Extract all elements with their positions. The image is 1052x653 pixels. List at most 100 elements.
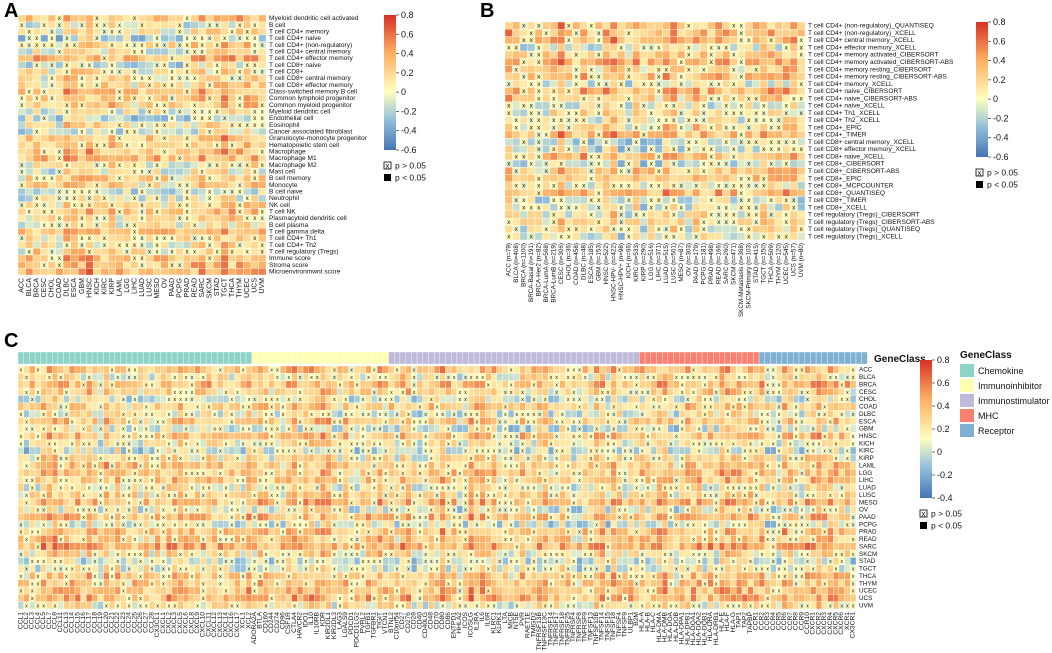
panel-b-cell <box>512 21 521 30</box>
panel-b-cell <box>729 232 738 241</box>
panel-a-ns-mark: x <box>163 83 166 89</box>
panel-a-cell <box>258 261 267 269</box>
panel-a-ns-mark: x <box>156 130 159 136</box>
panel-c-cell <box>701 417 708 426</box>
panel-c-class-band-cell <box>86 351 93 365</box>
panel-c-cell <box>223 417 230 426</box>
panel-c-cell <box>559 387 566 396</box>
panel-c-cell <box>707 373 714 381</box>
panel-b-cell <box>602 36 611 44</box>
panel-a-cell <box>220 194 229 202</box>
panel-a-cell <box>62 114 71 122</box>
panel-a-cell <box>70 94 79 102</box>
panel-a-cell <box>138 61 146 69</box>
panel-a-cell <box>115 181 124 189</box>
panel-a-cell <box>77 254 86 262</box>
panel-c-cell <box>154 395 161 403</box>
panel-a-cell <box>250 81 259 89</box>
panel-a-cell <box>70 221 79 229</box>
panel-c-cell <box>547 365 555 374</box>
panel-a-cell <box>85 81 94 89</box>
panel-b-cell <box>557 72 566 81</box>
panel-a-cell <box>190 241 199 249</box>
panel-b-cell <box>549 188 558 197</box>
panel-a-cell <box>153 28 161 36</box>
panel-b-cell <box>512 159 521 168</box>
panel-a-ns-mark: x <box>50 223 53 229</box>
panel-a-cell <box>145 54 154 62</box>
panel-a-cell <box>153 268 161 276</box>
panel-b-cell <box>752 188 761 197</box>
panel-a-cell <box>17 14 26 22</box>
panel-b-cell <box>782 145 791 153</box>
panel-c-cell <box>770 410 777 418</box>
panel-c-cell <box>753 373 760 381</box>
panel-c-ns-mark: x <box>287 375 290 381</box>
panel-c-ns-mark: x <box>253 397 256 403</box>
panel-c-cell <box>314 402 321 411</box>
panel-b-cell <box>579 196 588 204</box>
panel-a-ns-mark: x <box>118 163 121 169</box>
panel-c-cell <box>644 417 651 426</box>
panel-c-cell <box>120 417 127 426</box>
panel-c-ns-mark: x <box>573 397 576 403</box>
panel-a-cell <box>228 54 237 62</box>
panel-b-cell <box>519 167 528 175</box>
panel-b-cell <box>677 43 686 52</box>
panel-a-cell <box>17 61 26 69</box>
panel-a-cell <box>62 268 71 276</box>
panel-b-cell <box>744 130 753 139</box>
panel-c-cell <box>52 387 59 396</box>
panel-a-ns-mark: x <box>118 243 121 249</box>
panel-c-cell <box>297 402 304 411</box>
panel-a-cell <box>123 88 131 96</box>
panel-b-cell <box>759 218 768 226</box>
panel-b-cell <box>579 232 588 241</box>
panel-c-class-band-cell <box>696 351 703 365</box>
panel-b-cell <box>624 109 633 117</box>
panel-b-cell <box>549 130 558 139</box>
panel-b-cell <box>594 65 603 74</box>
panel-c-cell <box>302 387 309 396</box>
panel-c-cell <box>74 417 81 426</box>
panel-a-ns-mark: x <box>95 23 98 29</box>
panel-b-cell <box>692 21 701 30</box>
panel-b-cell <box>767 225 776 233</box>
panel-c-cell <box>599 402 606 411</box>
panel-a-ns-mark: x <box>133 16 136 22</box>
panel-a-cell <box>220 168 229 176</box>
panel-a-cell <box>32 148 41 156</box>
panel-a-cell <box>92 268 101 276</box>
panel-c-ns-mark: x <box>612 405 615 411</box>
panel-a-cell <box>115 248 124 256</box>
panel-b-cell <box>647 116 656 124</box>
panel-a-ns-mark: x <box>246 216 249 222</box>
panel-c-cell <box>194 410 201 418</box>
panel-a-cell <box>243 54 252 62</box>
panel-a-cell <box>138 248 146 256</box>
panel-b-cell <box>669 203 678 212</box>
panel-a-ns-mark: x <box>65 70 68 76</box>
panel-a-cell <box>168 121 176 129</box>
panel-c-class-band-cell <box>804 351 811 365</box>
panel-c-cell <box>86 365 93 374</box>
panel-c-cell <box>17 395 24 403</box>
panel-c-cell <box>456 373 463 381</box>
panel-b-row-label: T cell CD4+ Th2_XCELL <box>808 117 880 124</box>
panel-a-cell <box>138 268 146 276</box>
panel-a-ns-mark: x <box>163 150 166 156</box>
panel-c-ns-mark: x <box>521 412 524 418</box>
panel-a-cell <box>250 221 259 229</box>
panel-c-ns-mark: x <box>436 405 439 411</box>
panel-a-cell <box>47 134 56 142</box>
panel-b-cell <box>662 167 671 175</box>
panel-a-cell <box>138 181 146 189</box>
panel-c-cell <box>120 402 127 411</box>
panel-a-cell <box>92 128 101 136</box>
panel-c-class-band-cell <box>154 351 161 365</box>
panel-b-cell <box>797 21 806 30</box>
panel-c-cell <box>114 424 121 433</box>
panel-a-ns-mark: x <box>95 163 98 169</box>
panel-c-cell <box>137 387 144 396</box>
panel-c-cell <box>604 380 612 389</box>
